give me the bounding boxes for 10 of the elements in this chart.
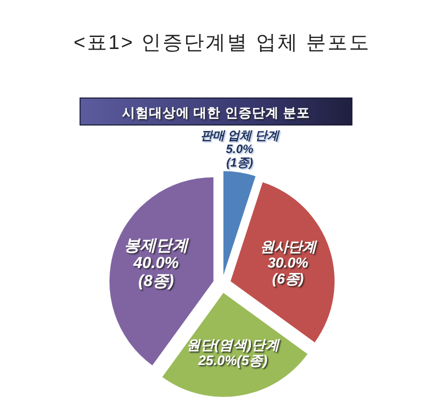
chart-subtitle: 시험대상에 대한 인증단계 분포 bbox=[122, 105, 310, 120]
slice-label: 봉제단계 bbox=[124, 237, 190, 254]
data-label: 25.0%(5종) bbox=[197, 352, 268, 368]
data-label: 5.0% (1종) bbox=[226, 142, 254, 170]
data-label: 40.0% (8종) bbox=[132, 255, 179, 290]
slice-label: 판매 업체 단계 bbox=[200, 128, 280, 142]
slice-label: 원단(염색)단계 bbox=[186, 338, 280, 353]
chart-title: <표1> 인증단계별 업체 분포도 bbox=[74, 32, 370, 54]
data-label: 30.0% (6종) bbox=[268, 256, 308, 288]
slice-label: 원사단계 bbox=[260, 240, 318, 256]
